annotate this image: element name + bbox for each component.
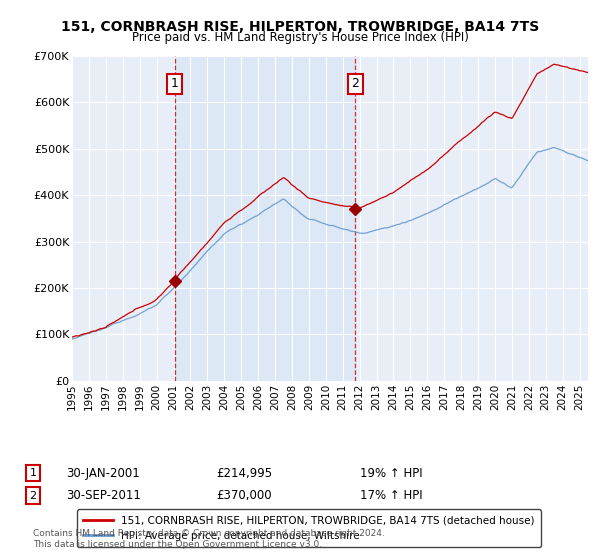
Text: Price paid vs. HM Land Registry's House Price Index (HPI): Price paid vs. HM Land Registry's House … (131, 31, 469, 44)
Text: 30-SEP-2011: 30-SEP-2011 (66, 489, 141, 502)
Text: 17% ↑ HPI: 17% ↑ HPI (360, 489, 422, 502)
Text: 2: 2 (352, 77, 359, 90)
Text: 151, CORNBRASH RISE, HILPERTON, TROWBRIDGE, BA14 7TS: 151, CORNBRASH RISE, HILPERTON, TROWBRID… (61, 20, 539, 34)
Text: 2: 2 (29, 491, 37, 501)
Text: This data is licensed under the Open Government Licence v3.0.: This data is licensed under the Open Gov… (33, 540, 322, 549)
Text: 19% ↑ HPI: 19% ↑ HPI (360, 466, 422, 480)
Text: Contains HM Land Registry data © Crown copyright and database right 2024.: Contains HM Land Registry data © Crown c… (33, 529, 385, 538)
Bar (175, 56, 355, 381)
Text: 30-JAN-2001: 30-JAN-2001 (66, 466, 140, 480)
Text: 1: 1 (171, 77, 179, 90)
Text: £214,995: £214,995 (216, 466, 272, 480)
Text: £370,000: £370,000 (216, 489, 272, 502)
Legend: 151, CORNBRASH RISE, HILPERTON, TROWBRIDGE, BA14 7TS (detached house), HPI: Aver: 151, CORNBRASH RISE, HILPERTON, TROWBRID… (77, 510, 541, 547)
Text: 1: 1 (29, 468, 37, 478)
